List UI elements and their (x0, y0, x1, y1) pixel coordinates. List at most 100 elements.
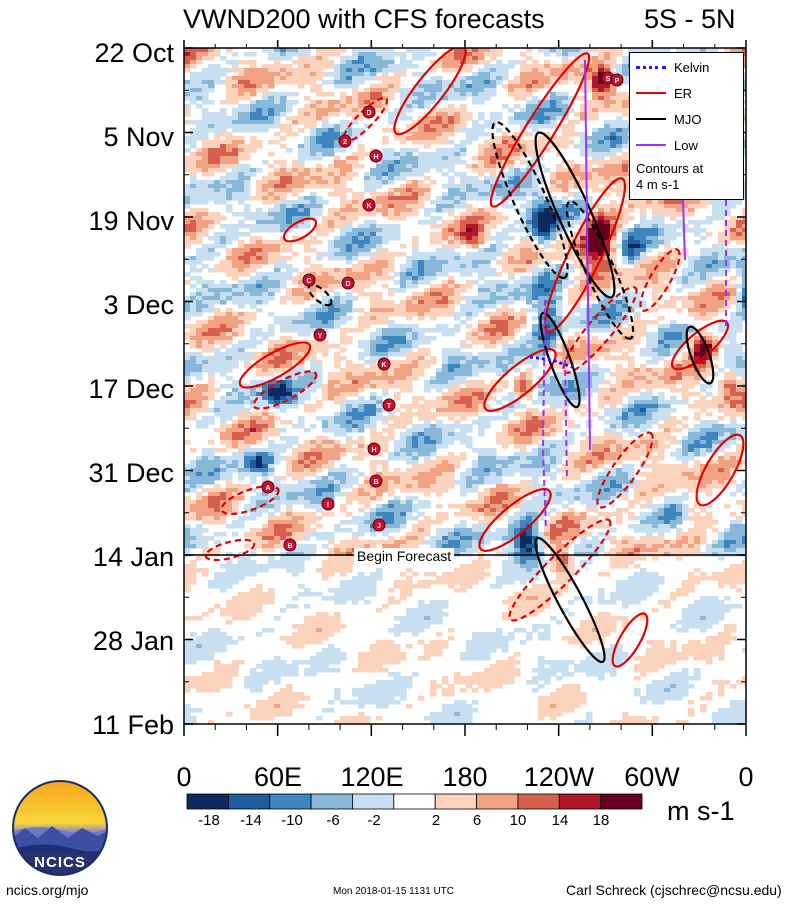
heat-cell (718, 328, 725, 333)
heat-cell (184, 52, 191, 57)
heat-cell (214, 52, 221, 57)
heat-cell (496, 112, 503, 117)
heat-cell (556, 176, 563, 181)
heat-cell (670, 264, 677, 269)
heat-cell (238, 84, 245, 89)
heat-cell (232, 188, 239, 193)
heat-cell (280, 108, 287, 113)
heat-cell (196, 180, 203, 185)
heat-cell (478, 164, 485, 169)
heat-cell (496, 320, 503, 325)
heat-cell (454, 68, 461, 73)
heat-cell (484, 284, 491, 289)
heat-cell (244, 184, 251, 189)
heat-cell (208, 112, 215, 117)
heat-cell (334, 164, 341, 169)
heat-cell (682, 280, 689, 285)
heat-cell (310, 312, 317, 317)
heat-cell (220, 72, 227, 77)
heat-cell (676, 200, 683, 205)
heat-cell (514, 76, 521, 81)
heat-cell (454, 80, 461, 85)
heat-cell (268, 140, 275, 145)
heat-cell (274, 68, 281, 73)
heat-cell (262, 272, 269, 277)
heat-cell (280, 300, 287, 305)
heat-cell (244, 292, 251, 297)
heat-cell (292, 176, 299, 181)
heat-cell (340, 96, 347, 101)
heat-cell (190, 284, 197, 289)
heat-cell (520, 260, 527, 265)
heat-cell (730, 316, 737, 321)
heat-cell (484, 96, 491, 101)
heat-cell (244, 72, 251, 77)
heat-cell (208, 284, 215, 289)
heat-cell (484, 300, 491, 305)
heat-cell (622, 108, 629, 113)
heat-cell (490, 316, 497, 321)
heat-cell (322, 60, 329, 65)
heat-cell (184, 164, 191, 169)
heat-cell (460, 268, 467, 273)
heat-cell (598, 100, 605, 105)
heat-cell (592, 228, 599, 233)
heat-cell (190, 192, 197, 197)
heat-cell (622, 72, 629, 77)
heat-cell (670, 228, 677, 233)
heat-cell (304, 108, 311, 113)
heat-cell (298, 72, 305, 77)
heat-cell (334, 180, 341, 185)
heat-cell (382, 272, 389, 277)
heat-cell (202, 332, 209, 337)
heat-cell (574, 260, 581, 265)
heat-cell (334, 312, 341, 317)
heat-cell (364, 220, 371, 225)
heat-cell (244, 60, 251, 65)
heat-cell (364, 252, 371, 257)
heat-cell (706, 292, 713, 297)
heat-cell (370, 48, 377, 53)
heat-cell (280, 180, 287, 185)
heat-cell (286, 52, 293, 57)
heat-cell (604, 136, 611, 141)
heat-cell (364, 244, 371, 249)
heat-cell (226, 264, 233, 269)
heat-cell (664, 256, 671, 261)
heat-cell (490, 272, 497, 277)
heat-cell (274, 96, 281, 101)
heat-cell (316, 204, 323, 209)
heat-cell (460, 320, 467, 325)
heat-cell (310, 80, 317, 85)
heat-cell (538, 164, 545, 169)
heat-cell (454, 120, 461, 125)
heat-cell (490, 328, 497, 333)
heat-cell (550, 188, 557, 193)
heat-cell (598, 252, 605, 257)
heat-cell (244, 84, 251, 89)
heat-cell (256, 216, 263, 221)
heat-cell (418, 204, 425, 209)
heat-cell (400, 332, 407, 337)
heat-cell (310, 264, 317, 269)
heat-cell (544, 224, 551, 229)
heat-cell (496, 180, 503, 185)
heat-cell (742, 296, 746, 301)
heat-cell (538, 48, 545, 53)
heat-cell (436, 88, 443, 93)
heat-cell (628, 204, 635, 209)
heat-cell (328, 192, 335, 197)
heat-cell (286, 184, 293, 189)
heat-cell (622, 212, 629, 217)
heat-cell (718, 272, 725, 277)
heat-cell (430, 296, 437, 301)
heat-cell (550, 304, 557, 309)
heat-cell (232, 272, 239, 277)
heat-cell (742, 292, 746, 297)
heat-cell (514, 324, 521, 329)
heat-cell (622, 120, 629, 125)
heat-cell (340, 148, 347, 153)
heat-cell (436, 252, 443, 257)
heat-cell (388, 192, 395, 197)
heat-cell (448, 236, 455, 241)
